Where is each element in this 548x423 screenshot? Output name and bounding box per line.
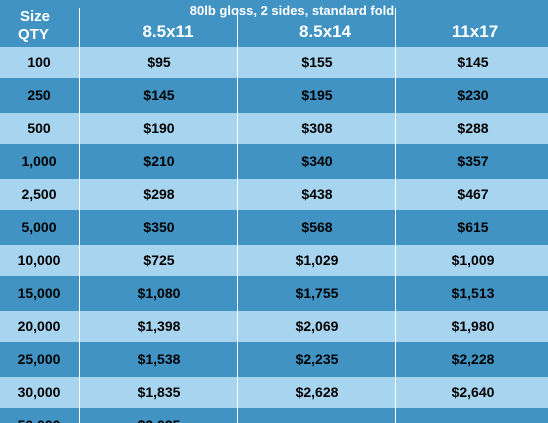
qty-cell: 15,000: [17, 285, 61, 301]
qty-cell: 10,000: [17, 252, 61, 268]
column-header-8.5x14: 8.5x14: [299, 22, 351, 41]
qty-label: QTY: [18, 26, 49, 43]
price-cell-11x17: $2,228: [451, 351, 495, 367]
price-cell-8.5x11: $1,835: [137, 384, 181, 400]
table-row: 1,000 $210 $340 $357: [0, 146, 548, 177]
column-header-11x17: 11x17: [451, 22, 499, 41]
column-header-8.5x11: 8.5x11: [142, 22, 194, 41]
table-row: 50,000 $2,025 -- --: [0, 410, 548, 423]
qty-cell: 5,000: [21, 219, 57, 235]
price-cell-11x17: $288: [457, 120, 489, 136]
price-cell-8.5x11: $1,080: [137, 285, 181, 301]
price-cell-11x17: $615: [457, 219, 489, 235]
table-row: 5,000 $350 $568 $615: [0, 212, 548, 243]
qty-cell: 50,000: [0, 410, 78, 423]
price-cell-11x17: $1,009: [451, 252, 495, 268]
price-cell-8.5x14: $2,628: [295, 384, 339, 400]
price-cell-8.5x14: $438: [301, 186, 333, 202]
price-cell-8.5x11: $298: [143, 186, 175, 202]
price-cell-8.5x14: $2,069: [295, 318, 339, 334]
price-cell-11x17: $2,640: [451, 384, 495, 400]
price-cell-8.5x14: $1,029: [295, 252, 339, 268]
paper-spec-subtitle: 80lb gloss, 2 sides, standard fold: [189, 3, 395, 18]
qty-cell: 25,000: [17, 351, 61, 367]
table-row: 20,000 $1,398 $2,069 $1,980: [0, 311, 548, 342]
price-rows: 100 $95 $155 $145 250 $145 $195 $230 500…: [0, 47, 548, 423]
price-cell-8.5x11: $95: [147, 54, 171, 70]
table-row: 30,000 $1,835 $2,628 $2,640: [0, 377, 548, 408]
table-row: 15,000 $1,080 $1,755 $1,513: [0, 278, 548, 309]
price-cell-8.5x14: $2,235: [295, 351, 339, 367]
qty-cell: 1,000: [21, 153, 57, 169]
size-label: Size: [20, 8, 51, 25]
price-cell-8.5x14: $1,755: [295, 285, 339, 301]
price-cell-8.5x11: $190: [143, 120, 175, 136]
price-cell-11x17: $467: [457, 186, 489, 202]
qty-cell: 500: [27, 120, 51, 136]
price-cell-8.5x11: $145: [143, 87, 175, 103]
table-row: 2,500 $298 $438 $467: [0, 179, 548, 210]
price-cell-11x17: $1,513: [451, 285, 495, 301]
price-cell-11x17: $357: [457, 153, 489, 169]
qty-cell: 20,000: [17, 318, 61, 334]
qty-cell: 250: [27, 87, 51, 103]
table-row: 250 $145 $195 $230: [0, 80, 548, 111]
price-cell-8.5x14: $568: [301, 219, 333, 235]
price-cell-11x17: $230: [457, 87, 489, 103]
column-divider: [79, 8, 80, 423]
price-cell-8.5x14: --: [240, 410, 394, 423]
qty-cell: 2,500: [21, 186, 57, 202]
qty-cell: 30,000: [17, 384, 61, 400]
price-cell-8.5x11: $1,538: [137, 351, 181, 367]
price-cell-8.5x14: $308: [301, 120, 333, 136]
table-header: Size QTY 80lb gloss, 2 sides, standard f…: [0, 0, 548, 47]
price-cell-8.5x14: $155: [301, 54, 333, 70]
qty-cell: 100: [27, 54, 51, 70]
price-cell-8.5x11: $210: [143, 153, 175, 169]
table-row: 25,000 $1,538 $2,235 $2,228: [0, 344, 548, 375]
price-cell-8.5x11: $725: [143, 252, 175, 268]
price-cell-11x17: --: [398, 410, 548, 423]
column-divider: [395, 8, 396, 423]
table-row: 500 $190 $308 $288: [0, 113, 548, 144]
price-cell-8.5x11: $2,025: [82, 410, 236, 423]
column-divider: [237, 8, 238, 423]
price-cell-11x17: $1,980: [451, 318, 495, 334]
price-cell-8.5x11: $350: [143, 219, 175, 235]
price-cell-8.5x11: $1,398: [137, 318, 181, 334]
table-row: 100 $95 $155 $145: [0, 47, 548, 78]
price-cell-8.5x14: $195: [301, 87, 333, 103]
price-cell-8.5x14: $340: [301, 153, 333, 169]
price-cell-11x17: $145: [457, 54, 489, 70]
table-row: 10,000 $725 $1,029 $1,009: [0, 245, 548, 276]
